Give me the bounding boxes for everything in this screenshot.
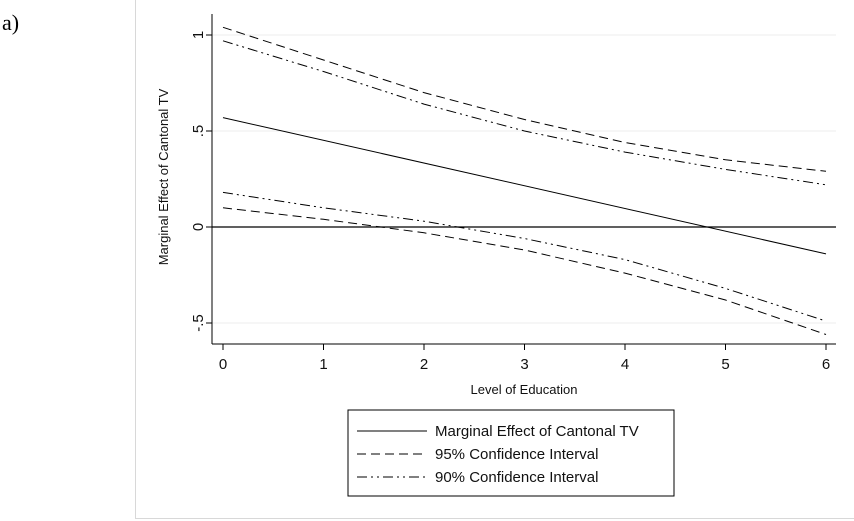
series-line-1 — [222, 26, 827, 172]
y-tick-label-2: .5 — [190, 125, 207, 138]
x-tick-label-6: 6 — [822, 356, 830, 373]
x-tick-label-2: 2 — [420, 356, 428, 373]
y-tick-label-1: 0 — [190, 223, 207, 231]
chart-frame — [135, 0, 854, 519]
series-layer — [222, 26, 827, 335]
legend-label-0: Marginal Effect of Cantonal TV — [435, 423, 639, 440]
x-axis-title: Level of Education — [471, 382, 578, 397]
legend-label-1: 95% Confidence Interval — [435, 446, 598, 463]
x-tick-label-1: 1 — [319, 356, 327, 373]
legend-box — [347, 409, 675, 497]
grid-layer — [212, 34, 836, 324]
axes-layer: -.5 0 .5 1 0 1 2 3 4 5 6 — [190, 14, 836, 373]
y-tick-label-3: 1 — [190, 31, 207, 39]
legend: Marginal Effect of Cantonal TV 95% Confid… — [347, 409, 675, 497]
x-tick-label-4: 4 — [621, 356, 629, 373]
legend-label-2: 90% Confidence Interval — [435, 469, 598, 486]
series-line-0 — [222, 117, 827, 255]
x-tick-label-5: 5 — [721, 356, 729, 373]
x-tick-label-0: 0 — [219, 356, 227, 373]
series-line-3 — [222, 40, 827, 186]
panel-label: a) — [2, 10, 20, 35]
x-tick-label-3: 3 — [520, 356, 528, 373]
y-tick-label-0: -.5 — [190, 314, 207, 332]
y-axis-title: Marginal Effect of Cantonal TV — [156, 88, 171, 265]
series-line-4 — [222, 191, 827, 322]
series-line-2 — [222, 207, 827, 335]
